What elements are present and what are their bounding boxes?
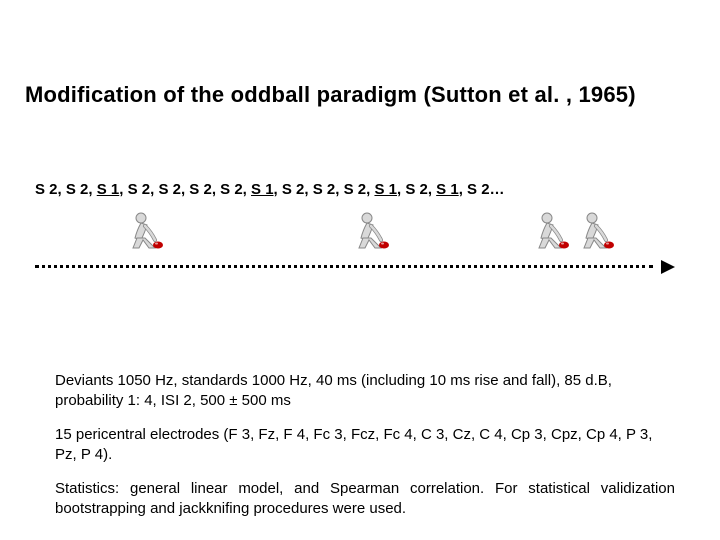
- deviant-figure-icon: [353, 210, 393, 250]
- timeline-arrowhead: [661, 260, 675, 274]
- paragraph-electrodes: 15 pericentral electrodes (F 3, Fz, F 4,…: [55, 425, 675, 464]
- deviant-figure-icon: [127, 210, 167, 250]
- stimulus-deviant: S 1: [374, 181, 397, 198]
- deviant-figure-icon: [533, 210, 573, 250]
- stimulus-sequence: S 2, S 2, S 1, S 2, S 2, S 2, S 2, S 1, …: [35, 181, 505, 198]
- stimulus-standard: S 2: [313, 181, 336, 198]
- stimulus-standard: S 2: [128, 181, 151, 198]
- deviant-figure-icon: [578, 210, 618, 250]
- stimulus-standard: S 2: [405, 181, 428, 198]
- stimulus-deviant: S 1: [251, 181, 274, 198]
- stimulus-standard: S 2: [344, 181, 367, 198]
- timeline-dashes: [35, 265, 653, 268]
- stimulus-standard: S 2…: [467, 181, 505, 198]
- stimulus-standard: S 2: [220, 181, 243, 198]
- stimulus-standard: S 2: [35, 181, 58, 198]
- timeline: [35, 262, 675, 272]
- deviant-icons-row: [0, 210, 720, 260]
- stimulus-deviant: S 1: [436, 181, 459, 198]
- stimulus-standard: S 2: [189, 181, 212, 198]
- stimulus-standard: S 2: [158, 181, 181, 198]
- page-title: Modification of the oddball paradigm (Su…: [25, 82, 695, 108]
- paragraph-statistics: Statistics: general linear model, and Sp…: [55, 479, 675, 518]
- stimulus-deviant: S 1: [97, 181, 120, 198]
- stimulus-standard: S 2: [66, 181, 89, 198]
- stimulus-standard: S 2: [282, 181, 305, 198]
- paragraph-parameters: Deviants 1050 Hz, standards 1000 Hz, 40 …: [55, 371, 675, 410]
